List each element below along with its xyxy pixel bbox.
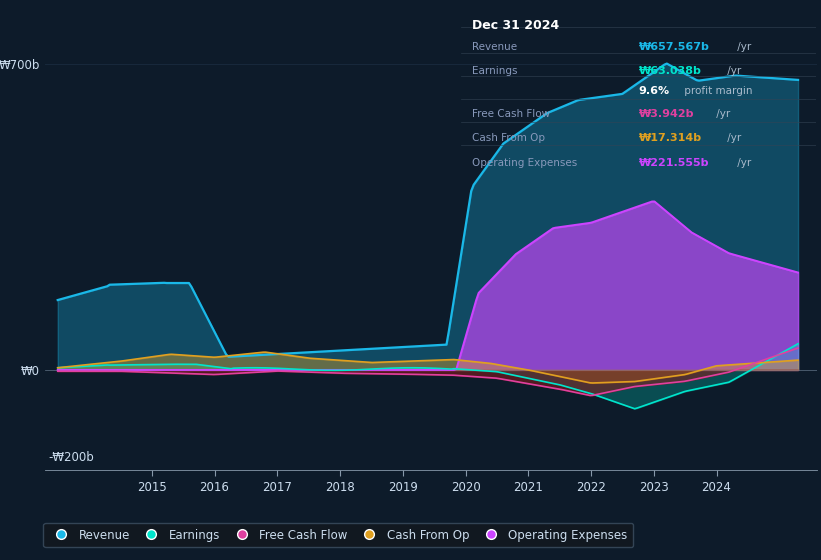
Text: Free Cash Flow: Free Cash Flow <box>472 109 550 119</box>
Text: /yr: /yr <box>735 158 752 167</box>
Legend: Revenue, Earnings, Free Cash Flow, Cash From Op, Operating Expenses: Revenue, Earnings, Free Cash Flow, Cash … <box>44 522 634 548</box>
Text: /yr: /yr <box>713 109 731 119</box>
Text: Earnings: Earnings <box>472 66 517 76</box>
Text: 9.6%: 9.6% <box>639 86 670 96</box>
Text: ₩657.567b: ₩657.567b <box>639 41 709 52</box>
Text: Cash From Op: Cash From Op <box>472 133 545 143</box>
Text: Operating Expenses: Operating Expenses <box>472 158 577 167</box>
Text: Revenue: Revenue <box>472 41 517 52</box>
Text: ₩63.038b: ₩63.038b <box>639 66 702 76</box>
Text: Dec 31 2024: Dec 31 2024 <box>472 18 559 32</box>
Text: /yr: /yr <box>735 41 752 52</box>
Text: ₩221.555b: ₩221.555b <box>639 158 709 167</box>
Text: -₩200b: -₩200b <box>48 451 94 464</box>
Text: /yr: /yr <box>724 66 741 76</box>
Text: /yr: /yr <box>724 133 741 143</box>
Text: ₩3.942b: ₩3.942b <box>639 109 695 119</box>
Text: ₩17.314b: ₩17.314b <box>639 133 702 143</box>
Text: profit margin: profit margin <box>681 86 753 96</box>
